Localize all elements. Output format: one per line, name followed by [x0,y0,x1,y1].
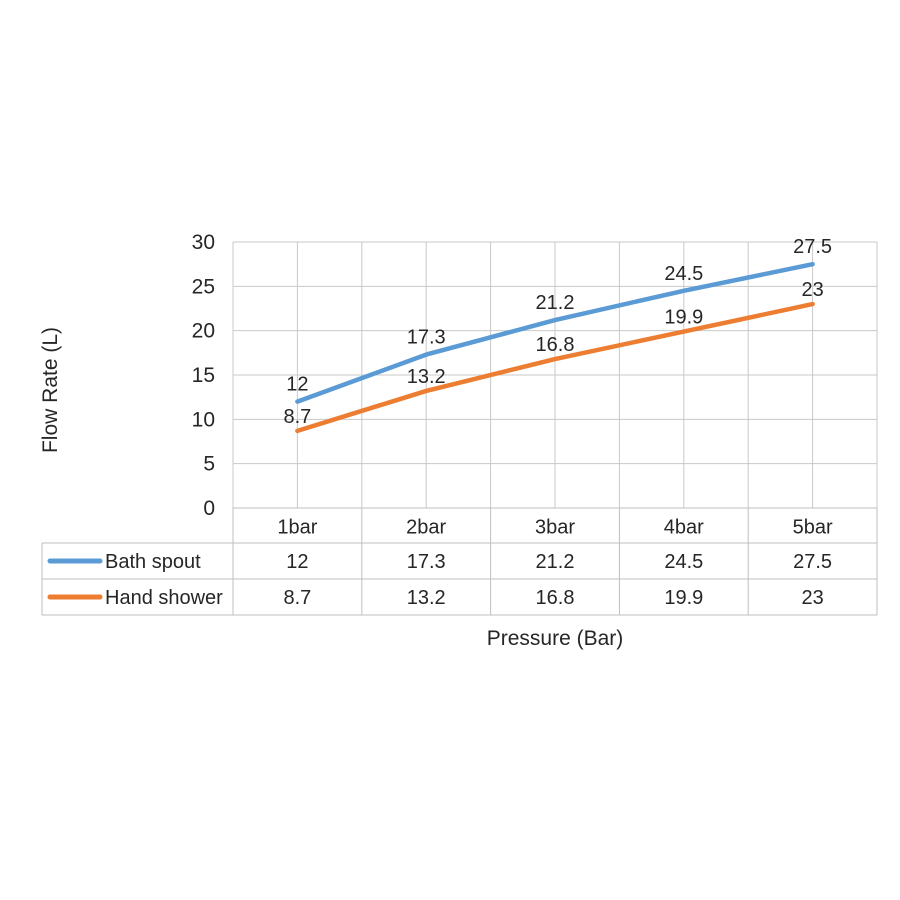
data-label: 16.8 [536,334,575,356]
table-cell-value: 23 [801,587,823,609]
series-lines [295,261,815,434]
data-label: 8.7 [283,406,311,428]
data-label: 27.5 [793,236,832,258]
data-label: 21.2 [536,292,575,314]
y-tick-label: 5 [203,453,215,476]
data-label: 24.5 [664,263,703,285]
grid-lines [232,241,878,509]
series-line-bath-spout [295,261,815,404]
x-tick-label: 3bar [535,517,575,539]
table-cell-value: 12 [286,551,308,573]
y-tick-label: 10 [192,408,215,431]
y-axis-tick-labels: 0 5 10 15 20 25 30 [192,231,215,520]
y-tick-label: 30 [192,231,215,254]
chart-data-table: 1bar 2bar 3bar 4bar 5bar Bath spout 12 17.3 21.2… [41,507,878,616]
x-tick-label: 5bar [793,517,833,539]
series-line-hand-shower [295,301,815,434]
table-cell-value: 19.9 [664,587,703,609]
legend-label: Hand shower [105,587,223,609]
y-tick-label: 20 [192,320,215,343]
y-tick-label: 15 [192,364,215,387]
x-tick-label: 2bar [406,517,446,539]
table-cell-value: 17.3 [407,551,446,573]
data-label: 17.3 [407,327,446,349]
data-label: 19.9 [664,307,703,329]
table-cell-value: 27.5 [793,551,832,573]
x-axis-title: Pressure (Bar) [487,627,624,650]
table-cell-value: 16.8 [536,587,575,609]
table-cell-value: 21.2 [536,551,575,573]
y-axis-title: Flow Rate (L) [39,327,62,453]
data-label: 12 [286,374,308,396]
data-label: 23 [801,279,823,301]
table-cell-value: 24.5 [664,551,703,573]
data-labels: 12 17.3 21.2 24.5 27.5 8.7 13.2 16.8 19.9 23 [283,236,832,428]
y-tick-label: 25 [192,275,215,298]
data-label: 13.2 [407,366,446,388]
y-tick-label: 0 [203,497,215,520]
x-tick-label: 4bar [664,517,704,539]
x-tick-label: 1bar [277,517,317,539]
legend-label: Bath spout [105,551,201,573]
table-cell-value: 13.2 [407,587,446,609]
table-cell-value: 8.7 [283,587,311,609]
